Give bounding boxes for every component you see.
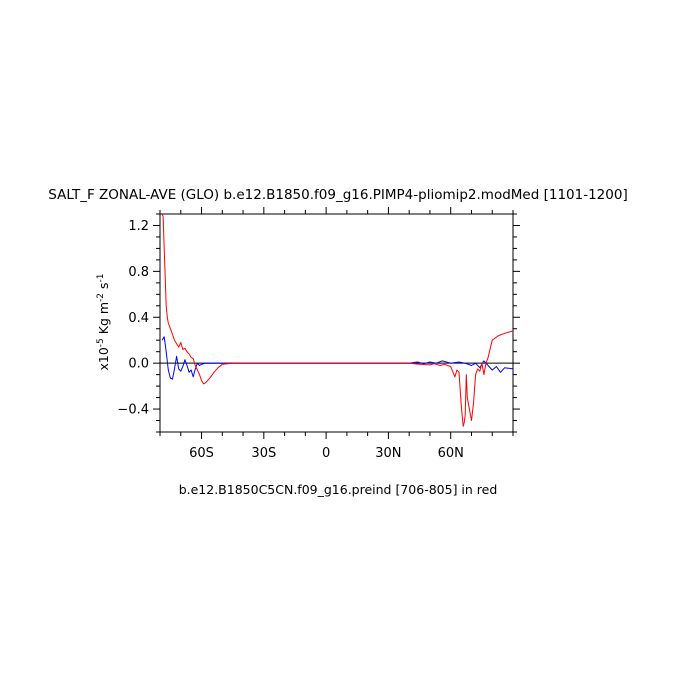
y-tick-label: 0.8 (128, 265, 149, 280)
y-tick-label: 1.2 (128, 219, 149, 234)
series-line-red (161, 213, 514, 427)
y-axis: 1.2 0.8 0.4 0.0 −0.4 (117, 213, 520, 433)
x-axis-label: b.e12.B1850C5CN.f09_g16.preind [706-805]… (179, 482, 498, 497)
series-group (161, 213, 514, 427)
y-label-prefix: x10 (96, 347, 111, 370)
y-label-units-exp: -2 (96, 293, 106, 302)
x-tick-label: 30S (251, 446, 276, 461)
series-line-blue (161, 336, 514, 380)
y-label-units: Kg m (96, 302, 111, 334)
y-label-exponent: -5 (96, 338, 106, 347)
y-label-s-exp: -1 (96, 273, 106, 282)
x-tick-label: 60S (189, 446, 214, 461)
y-tick-label: −0.4 (117, 403, 149, 418)
x-tick-label: 60N (438, 446, 464, 461)
plot-area (159, 213, 514, 433)
chart-title: SALT_F ZONAL-AVE (GLO) b.e12.B1850.f09_g… (48, 187, 627, 203)
y-tick-label: 0.4 (128, 311, 149, 326)
y-axis-label: x10-5 Kg m-2 s-1 (96, 273, 111, 370)
y-label-s: s (96, 282, 111, 289)
x-tick-label: 0 (322, 446, 330, 461)
x-tick-label: 30N (375, 446, 401, 461)
plot-frame (159, 213, 514, 433)
x-axis: 60S 30S 0 30N 60N (159, 207, 514, 461)
y-tick-label: 0.0 (128, 357, 149, 372)
